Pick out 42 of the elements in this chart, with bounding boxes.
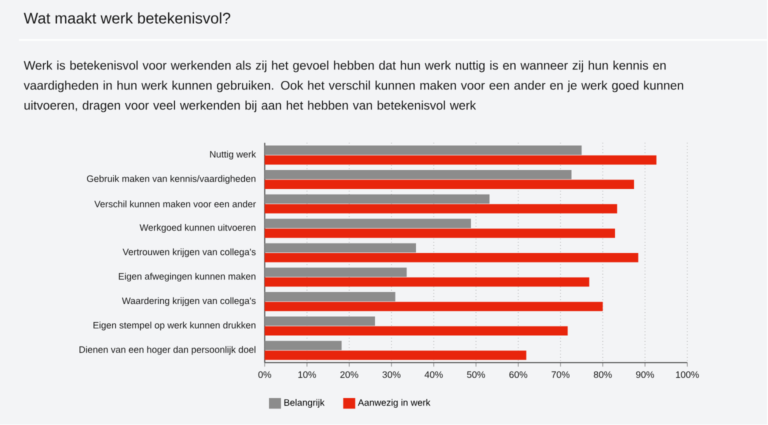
bar: [264, 156, 656, 165]
y-tick-label: Werkgoed kunnen uitvoeren: [140, 224, 256, 233]
bar: [264, 253, 638, 262]
bar: [264, 292, 396, 302]
bar: [264, 278, 590, 287]
x-tick-label: 20%: [340, 372, 358, 378]
bar: [264, 180, 634, 190]
y-tick-label: Vertrouwen krijgen van collega's: [122, 248, 256, 258]
x-tick-label: 0%: [258, 372, 272, 378]
x-tick-label: 50%: [467, 372, 485, 378]
bar: [264, 170, 572, 180]
y-tick-label: Dienen van een hoger dan persoonlijk doel: [80, 346, 256, 355]
bar: [264, 243, 416, 253]
bar: [264, 268, 407, 278]
bar: [264, 302, 603, 312]
bar: [264, 194, 490, 204]
y-tick-label: Waardering krijgen van collega's: [122, 297, 256, 306]
x-tick-label: 30%: [382, 372, 400, 378]
y-tick-label: Verschil kunnen maken voor een ander: [94, 200, 256, 208]
x-tick-label: 70%: [552, 372, 570, 378]
x-tick-label: 10%: [298, 372, 316, 378]
text: Wat maakt werk betekenisvol?: [24, 12, 230, 24]
x-tick-label: 100%: [676, 372, 699, 378]
x-tick-label: 40%: [424, 372, 443, 378]
x-tick-label: 90%: [636, 372, 654, 378]
bar: [264, 341, 342, 350]
y-tick-label: Nuttig werk: [210, 150, 256, 160]
x-tick-label: 60%: [509, 372, 528, 378]
bar: [264, 316, 376, 326]
y-tick-label: Eigen stempel op werk kunnen drukken: [94, 322, 256, 331]
bar: [264, 350, 526, 360]
bar: [264, 326, 568, 336]
bar: [264, 219, 471, 228]
chart-subtitle: Werk is betekenisvol voor werkenden als zij het gevoel hebben dat hun werk nuttig is en wanneer zij hun kennis en vaardigheden in hun werk kunnen gebruiken. Ook het verschil kunnen maken voor een ander en je werk goed kunnen uitvoeren, dragen voor veel werkenden bij aan het hebben van betekenisvol werk: [24, 60, 684, 112]
y-tick-label: Gebruik maken van kennis/vaardigheden: [87, 175, 256, 184]
legend-label: Aanwezig in werk: [358, 399, 430, 408]
x-tick-label: 80%: [594, 372, 612, 378]
y-tick-label: Eigen afwegingen kunnen maken: [118, 273, 256, 282]
bar: [264, 228, 616, 238]
legend-label: Belangrijk: [284, 399, 325, 408]
bar: [264, 204, 618, 214]
bar: [264, 146, 582, 156]
